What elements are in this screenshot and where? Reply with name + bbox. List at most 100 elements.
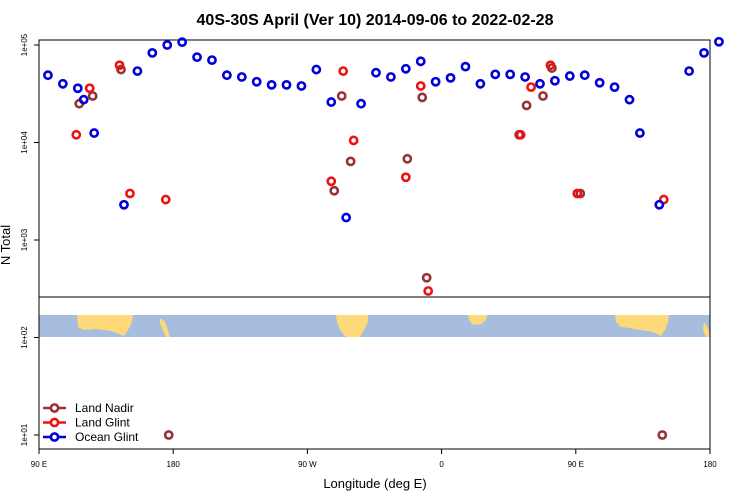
- data-point: [78, 94, 89, 105]
- legend-item: Land Glint: [43, 416, 130, 430]
- data-point: [84, 83, 95, 94]
- x-tick-label: 90 E: [31, 460, 47, 469]
- map-land-new-zealand-repeat: [703, 322, 710, 337]
- data-point: [345, 156, 356, 167]
- data-point: [624, 94, 635, 105]
- data-point: [371, 67, 381, 78]
- data-point: [564, 71, 575, 81]
- legend-item: Land Nadir: [43, 401, 134, 415]
- x-tick-label: 180: [703, 460, 717, 469]
- data-point: [515, 129, 526, 140]
- series-land-nadir: [74, 63, 668, 440]
- data-point: [147, 47, 158, 58]
- data-point: [684, 66, 695, 76]
- legend-label: Land Nadir: [75, 401, 134, 415]
- data-point: [635, 128, 645, 138]
- data-point: [699, 47, 709, 58]
- data-point: [654, 199, 665, 210]
- data-point: [114, 60, 125, 71]
- chart-title: 40S-30S April (Ver 10) 2014-09-06 to 202…: [197, 12, 554, 29]
- plot-frame: [38, 39, 711, 450]
- data-point: [400, 172, 411, 183]
- legend-marker: [49, 403, 60, 413]
- data-point: [162, 40, 173, 50]
- y-axis: 1e+01 1e+02 1e+03 1e+04 1e+05: [20, 33, 39, 446]
- data-point: [417, 92, 428, 103]
- data-point: [87, 91, 98, 101]
- data-point: [526, 82, 536, 93]
- data-point: [415, 81, 426, 91]
- data-point: [266, 79, 277, 90]
- data-point: [348, 135, 359, 146]
- series-ocean-glint: [43, 36, 724, 223]
- data-point: [423, 286, 434, 296]
- data-point: [538, 91, 548, 101]
- map-land-south-america: [336, 315, 368, 337]
- data-point: [657, 430, 668, 440]
- data-point: [338, 66, 349, 76]
- data-point: [445, 72, 456, 83]
- data-point: [415, 56, 426, 67]
- data-point: [402, 153, 413, 164]
- data-point: [329, 185, 340, 196]
- map-land-australia: [77, 315, 133, 336]
- data-point: [572, 188, 583, 199]
- series-land-glint: [71, 60, 669, 296]
- data-point: [421, 272, 432, 283]
- data-point: [296, 81, 307, 91]
- y-tick-label: 1e+02: [20, 326, 29, 349]
- y-tick-label: 1e+01: [20, 423, 29, 446]
- data-point: [119, 199, 129, 210]
- x-tick-label: 180: [167, 460, 181, 469]
- data-point: [311, 64, 322, 75]
- x-tick-label: 90 E: [568, 460, 584, 469]
- legend-marker: [49, 432, 60, 442]
- data-point: [505, 69, 516, 80]
- data-point: [400, 63, 411, 74]
- data-point: [236, 72, 247, 82]
- data-point: [177, 37, 188, 48]
- legend-label: Land Glint: [75, 416, 130, 430]
- world-map-strip: [39, 315, 710, 337]
- data-points: [43, 36, 724, 440]
- data-point: [490, 69, 501, 80]
- data-point: [132, 66, 143, 76]
- data-point: [609, 82, 620, 93]
- data-point: [475, 78, 486, 89]
- map-land-australia-repeat: [615, 315, 669, 336]
- data-point: [281, 79, 292, 90]
- data-point: [535, 78, 545, 89]
- data-point: [714, 36, 724, 47]
- map-land-africa: [468, 315, 487, 325]
- data-point: [545, 60, 556, 71]
- y-tick-label: 1e+05: [20, 33, 29, 56]
- data-point: [336, 91, 347, 101]
- data-point: [521, 100, 532, 111]
- data-point: [72, 83, 83, 94]
- y-tick-label: 1e+04: [20, 131, 29, 154]
- data-point: [550, 75, 560, 86]
- data-point: [251, 76, 262, 87]
- map-land-new-zealand: [160, 318, 170, 337]
- x-tick-label: 90 W: [298, 460, 317, 469]
- data-point: [125, 188, 135, 199]
- data-point: [207, 55, 217, 66]
- data-point: [57, 78, 68, 89]
- data-point: [221, 70, 232, 81]
- data-point: [594, 77, 605, 88]
- y-tick-label: 1e+03: [20, 228, 29, 251]
- data-point: [326, 97, 337, 107]
- data-point: [43, 70, 53, 81]
- data-point: [430, 76, 441, 87]
- data-point: [386, 72, 396, 82]
- data-point: [192, 52, 202, 63]
- data-point: [341, 212, 352, 223]
- y-axis-label: N Total: [0, 225, 13, 265]
- data-point: [326, 176, 337, 187]
- legend-label: Ocean Glint: [75, 430, 139, 444]
- data-point: [460, 61, 471, 72]
- map-ocean: [39, 315, 710, 337]
- legend-marker: [49, 417, 60, 428]
